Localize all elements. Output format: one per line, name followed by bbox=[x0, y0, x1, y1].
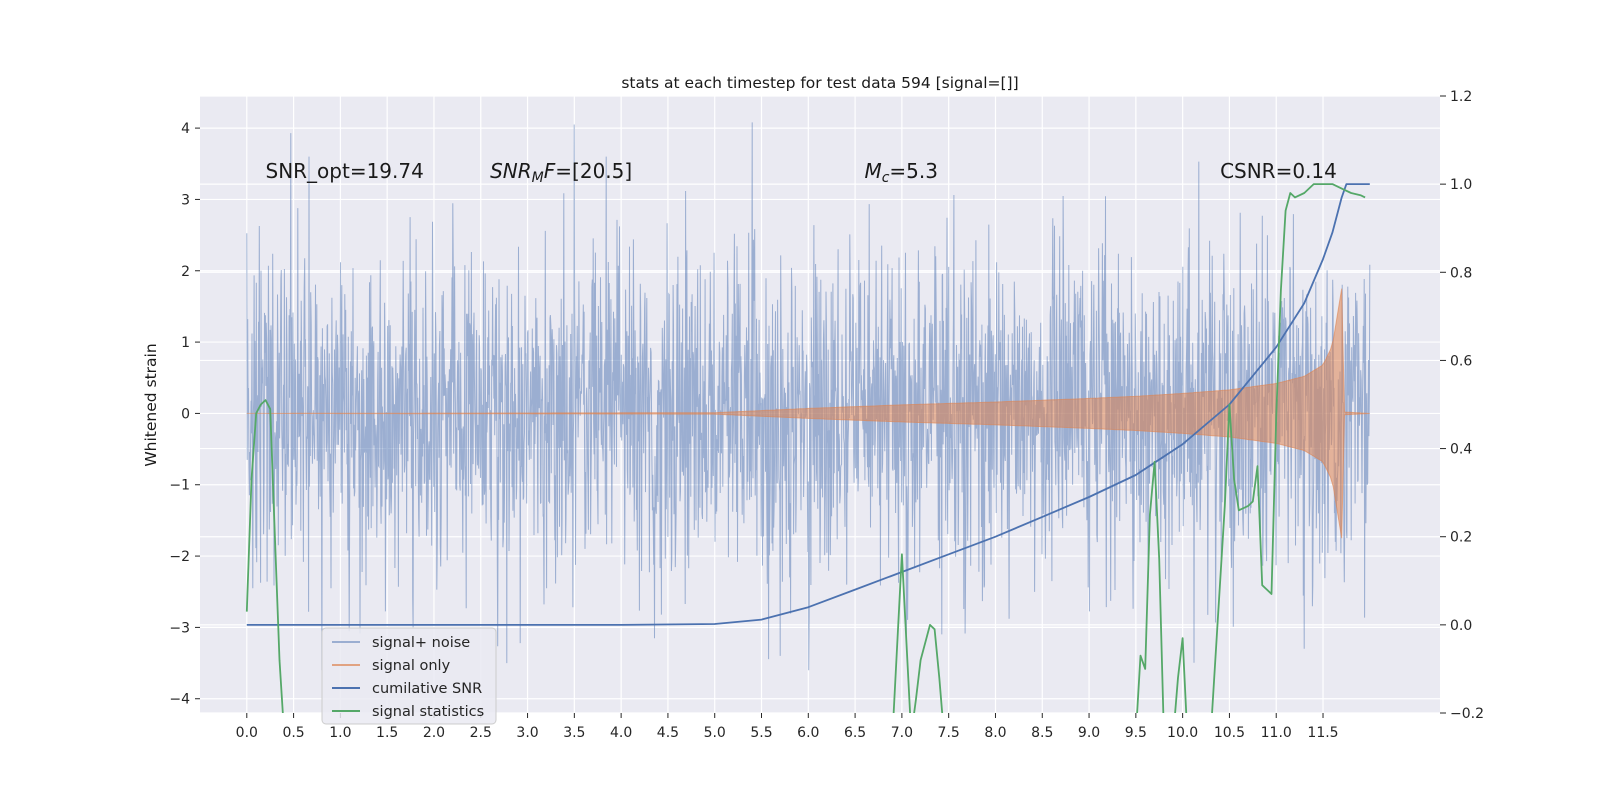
x-tick-label: 3.5 bbox=[563, 725, 585, 741]
series-signal-noise-line bbox=[246, 122, 1371, 671]
x-tick-label: 7.5 bbox=[938, 725, 960, 741]
annotations: SNR_opt=19.74 SNRMF=[20.5] Mc=5.3 CSNR=0.14 bbox=[266, 159, 1337, 186]
x-tick-label: 0.0 bbox=[236, 725, 258, 741]
y2-tick-label: 0.0 bbox=[1450, 618, 1472, 634]
y-tick-label: −1 bbox=[169, 478, 190, 494]
series-signal-only-area bbox=[246, 288, 1370, 539]
x-tick-label: 0.5 bbox=[282, 725, 304, 741]
x-tick-label: 8.0 bbox=[984, 725, 1006, 741]
x-tick-label: 1.0 bbox=[329, 725, 351, 741]
annotation-4: CSNR=0.14 bbox=[1220, 159, 1337, 183]
y2-tick-label: 1.0 bbox=[1450, 177, 1472, 193]
axes: 0.0 0.5 1.0 1.5 2.0 2.5 3.0 3.5 4.0 4.5 5.0 5.5 6.0 6… bbox=[169, 89, 1484, 741]
x-tick-label: 4.5 bbox=[657, 725, 679, 741]
y-axis-label: Whitened strain bbox=[142, 343, 160, 466]
annotation-3: Mc=5.3 bbox=[864, 159, 938, 186]
y2-tick-label: −0.2 bbox=[1450, 706, 1484, 722]
y-tick-label: 4 bbox=[181, 121, 190, 137]
x-tick-label: 1.5 bbox=[376, 725, 398, 741]
legend: signal+ noise signal only cumilative SNR si… bbox=[321, 627, 497, 725]
series-cumulative-snr-line bbox=[246, 183, 1370, 626]
annotation-2: SNRMF=[20.5] bbox=[490, 159, 632, 186]
x-tick-label: 10.5 bbox=[1214, 725, 1245, 741]
x-tick-label: 4.0 bbox=[610, 725, 632, 741]
data-layer bbox=[245, 122, 1371, 713]
x-tick-label: 10.0 bbox=[1167, 725, 1198, 741]
x-tick-label: 5.0 bbox=[704, 725, 726, 741]
chart-title: stats at each timestep for test data 594… bbox=[621, 74, 1018, 92]
y-tick-label: −4 bbox=[169, 692, 190, 708]
y-tick-label: −2 bbox=[169, 549, 190, 565]
legend-box bbox=[321, 627, 497, 725]
annotation-1: SNR_opt=19.74 bbox=[266, 159, 424, 183]
y-tick-label: 0 bbox=[181, 406, 190, 422]
y-tick-label: 2 bbox=[181, 264, 190, 280]
y2-tick-label: 0.2 bbox=[1450, 530, 1472, 546]
y2-tick-label: 0.4 bbox=[1450, 442, 1472, 458]
x-tick-label: 11.5 bbox=[1307, 725, 1338, 741]
x-tick-label: 2.0 bbox=[423, 725, 445, 741]
y-tick-label: 3 bbox=[181, 192, 190, 208]
x-tick-label: 9.5 bbox=[1125, 725, 1147, 741]
x-tick-label: 2.5 bbox=[470, 725, 492, 741]
y2-tick-label: 1.2 bbox=[1450, 89, 1472, 105]
legend-label: signal+ noise bbox=[372, 635, 470, 651]
y-tick-label: −3 bbox=[169, 620, 190, 636]
x-tick-label: 11.0 bbox=[1261, 725, 1292, 741]
x-tick-label: 3.0 bbox=[516, 725, 538, 741]
x-tick-label: 9.0 bbox=[1078, 725, 1100, 741]
y-tick-label: 1 bbox=[181, 335, 190, 351]
x-tick-label: 6.0 bbox=[797, 725, 819, 741]
legend-label: signal only bbox=[372, 658, 451, 674]
legend-label: cumilative SNR bbox=[372, 681, 482, 697]
x-tick-label: 7.0 bbox=[891, 725, 913, 741]
series-signal-statistics-line bbox=[245, 183, 1366, 713]
x-tick-label: 5.5 bbox=[750, 725, 772, 741]
legend-label: signal statistics bbox=[372, 704, 484, 720]
x-tick-label: 8.5 bbox=[1031, 725, 1053, 741]
y2-tick-label: 0.6 bbox=[1450, 353, 1472, 369]
x-tick-label: 6.5 bbox=[844, 725, 866, 741]
y2-tick-label: 0.8 bbox=[1450, 265, 1472, 281]
